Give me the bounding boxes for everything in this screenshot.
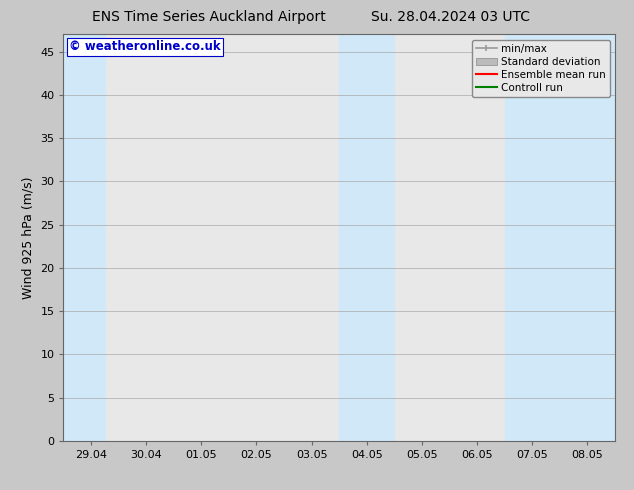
Bar — [63, 34, 105, 441]
Bar — [339, 34, 394, 441]
Bar — [505, 34, 615, 441]
Text: ENS Time Series Auckland Airport: ENS Time Series Auckland Airport — [93, 10, 326, 24]
Legend: min/max, Standard deviation, Ensemble mean run, Controll run: min/max, Standard deviation, Ensemble me… — [472, 40, 610, 97]
Text: Su. 28.04.2024 03 UTC: Su. 28.04.2024 03 UTC — [371, 10, 529, 24]
Y-axis label: Wind 925 hPa (m/s): Wind 925 hPa (m/s) — [22, 176, 35, 299]
Text: © weatheronline.co.uk: © weatheronline.co.uk — [69, 40, 221, 53]
